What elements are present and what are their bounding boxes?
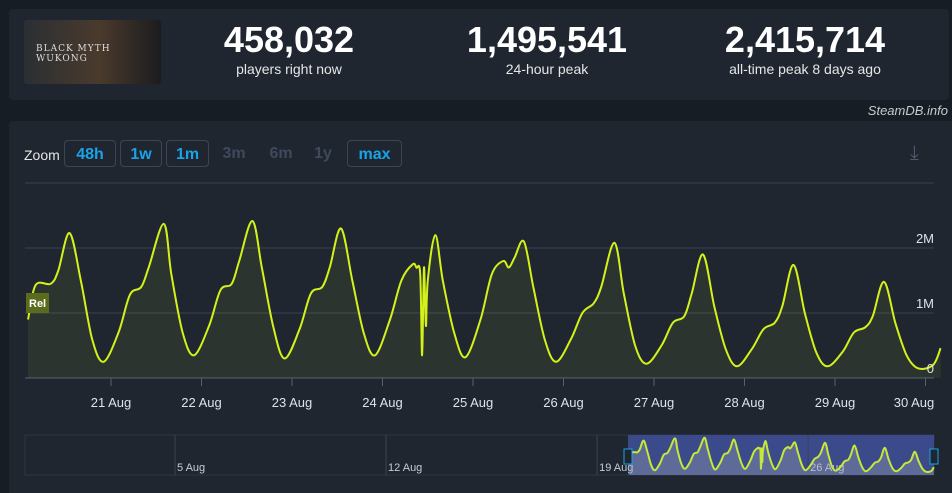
x-tick-label: 21 Aug	[91, 395, 132, 410]
x-tick-label: 24 Aug	[362, 395, 403, 410]
download-icon[interactable]: ⤓	[910, 142, 919, 164]
navigator-left-handle[interactable]	[623, 448, 633, 465]
zoom-1w-button[interactable]: 1w	[120, 140, 162, 167]
navigator-area	[629, 437, 934, 475]
stat-value: 2,415,714	[724, 19, 886, 60]
x-tick-label: 25 Aug	[453, 395, 494, 410]
x-tick-label: 26 Aug	[543, 395, 584, 410]
stat-value: 458,032	[223, 19, 355, 60]
zoom-label: Zoom	[24, 147, 60, 163]
x-tick-label: 22 Aug	[181, 395, 222, 410]
game-cover-image[interactable]: BLACK MYTH WUKONG	[24, 20, 161, 84]
series-area	[28, 220, 941, 378]
cover-logo: BLACK MYTH WUKONG	[36, 44, 111, 64]
navigator-date-label: 12 Aug	[388, 462, 422, 474]
y-tick-label: 0	[927, 361, 934, 376]
series-line	[27, 219, 942, 370]
zoom-3m-button: 3m	[222, 145, 246, 162]
stat-label: players right now	[236, 61, 342, 77]
navigator-line	[628, 436, 935, 473]
y-tick-label: 1M	[916, 296, 934, 311]
stat-24h-peak: 1,495,541 24-hour peak	[417, 19, 677, 77]
zoom-1m-button[interactable]: 1m	[166, 140, 209, 167]
stat-alltime-peak: 2,415,714 all-time peak 8 days ago	[675, 19, 935, 77]
x-tick-label: 27 Aug	[634, 395, 675, 410]
navigator-right-handle[interactable]	[929, 448, 939, 465]
zoom-6m-button: 6m	[269, 145, 293, 162]
stat-current: 458,032 players right now	[159, 19, 419, 77]
y-tick-label: 2M	[916, 231, 934, 246]
release-marker-box	[26, 293, 49, 313]
steamdb-credit-link[interactable]: SteamDB.info	[867, 103, 948, 118]
stat-value: 1,495,541	[466, 19, 628, 60]
navigator-date-label: 19 Aug	[599, 462, 633, 474]
release-marker: Rel	[26, 293, 49, 313]
zoom-1y-button: 1y	[314, 145, 332, 162]
x-tick-label: 23 Aug	[272, 395, 313, 410]
release-marker-label: Rel	[29, 298, 46, 310]
x-tick-label: 29 Aug	[815, 395, 856, 410]
zoom-max-button[interactable]: max	[347, 140, 402, 167]
x-tick-label: 30 Aug	[894, 395, 935, 410]
stats-header: BLACK MYTH WUKONG 458,032 players right n…	[9, 9, 949, 100]
stat-label: 24-hour peak	[505, 61, 589, 77]
zoom-48h-button[interactable]: 48h	[64, 140, 116, 167]
stat-label: all-time peak 8 days ago	[729, 61, 881, 77]
x-tick-label: 28 Aug	[724, 395, 765, 410]
navigator-date-label: 5 Aug	[177, 462, 205, 474]
